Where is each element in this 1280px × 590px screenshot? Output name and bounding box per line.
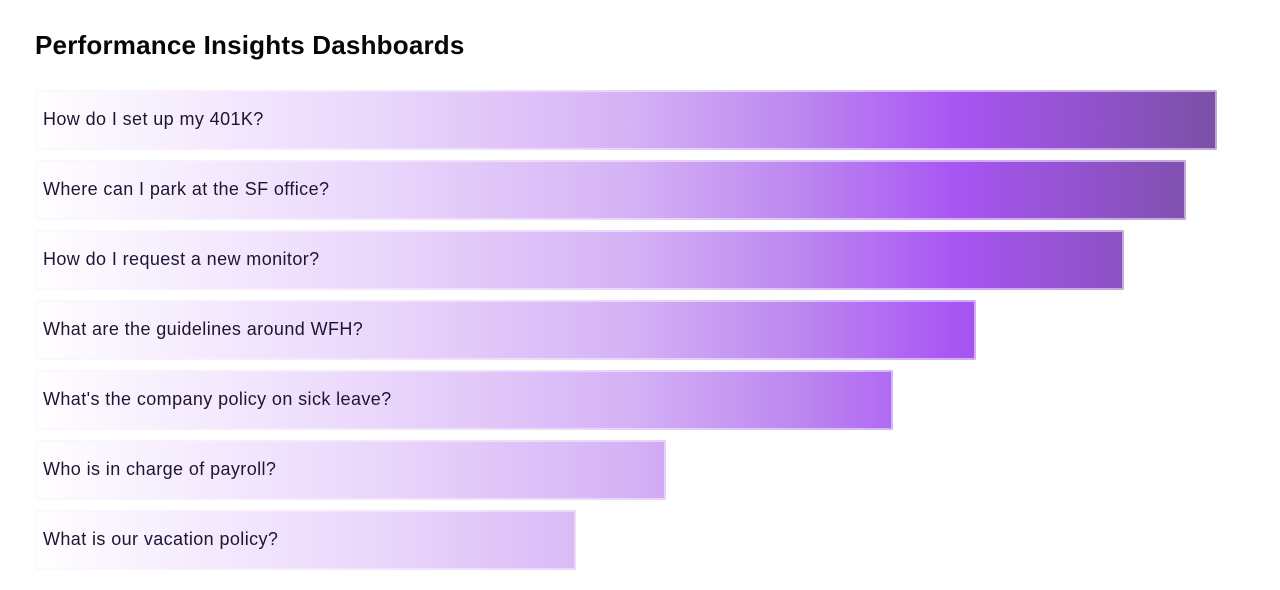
bar-chart: How do I set up my 401K? Where can I park… xyxy=(35,90,1280,570)
bar-row[interactable]: Who is in charge of payroll? xyxy=(35,440,666,500)
bar-label: Where can I park at the SF office? xyxy=(43,178,330,199)
bar-row[interactable]: How do I set up my 401K? xyxy=(35,90,1217,150)
bar-label: Who is in charge of payroll? xyxy=(43,458,277,479)
bar-label: How do I set up my 401K? xyxy=(43,108,264,129)
bar-label: What are the guidelines around WFH? xyxy=(43,318,364,339)
bar-row[interactable]: What's the company policy on sick leave? xyxy=(35,370,893,430)
bar-row[interactable]: Where can I park at the SF office? xyxy=(35,160,1186,220)
bar-row[interactable]: What is our vacation policy? xyxy=(35,510,576,570)
page-title: Performance Insights Dashboards xyxy=(35,30,465,60)
bar-label: How do I request a new monitor? xyxy=(43,248,320,269)
bar-label: What's the company policy on sick leave? xyxy=(43,388,392,409)
bar-row[interactable]: What are the guidelines around WFH? xyxy=(35,300,976,360)
bar-row[interactable]: How do I request a new monitor? xyxy=(35,230,1124,290)
bar-label: What is our vacation policy? xyxy=(43,528,279,549)
